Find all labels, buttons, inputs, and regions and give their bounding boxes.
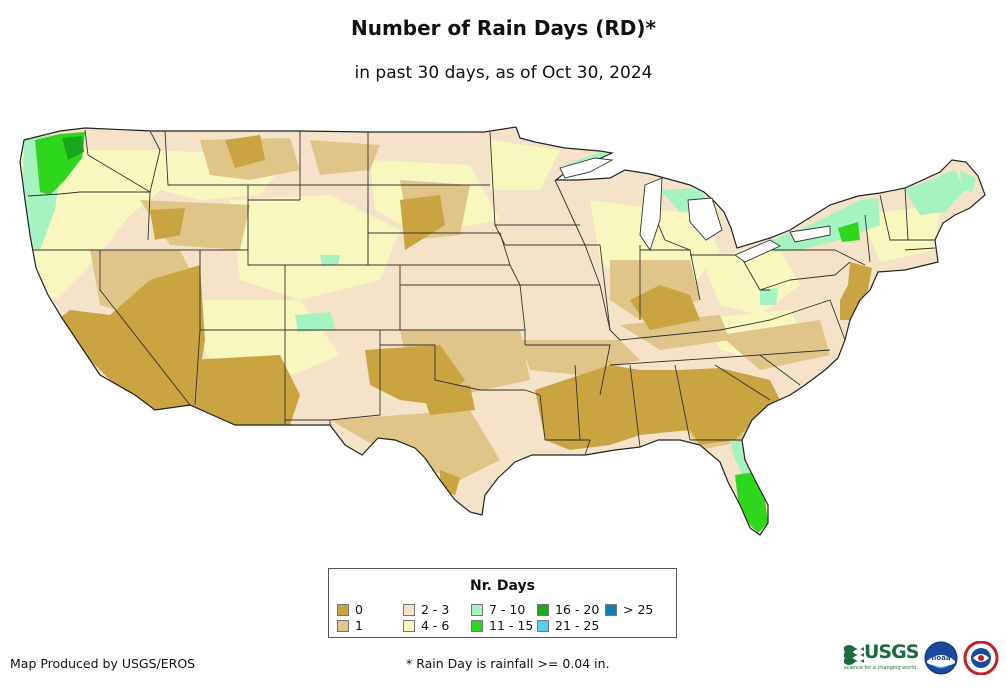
map-subtitle: in past 30 days, as of Oct 30, 2024 <box>354 63 653 83</box>
noaa-logo-icon: noaa <box>924 641 958 675</box>
legend-title: Nr. Days <box>470 578 535 594</box>
usgs-wordmark: USGS <box>864 641 919 663</box>
usgs-waves-icon <box>844 645 864 665</box>
legend-item-7: 21 - 25 <box>537 619 599 633</box>
legend-item-3: 4 - 6 <box>403 619 449 633</box>
nws-logo-icon <box>963 641 999 675</box>
legend-label: 21 - 25 <box>555 618 600 633</box>
legend-item-4: 7 - 10 <box>471 603 525 617</box>
noaa-wordmark: noaa <box>931 654 951 662</box>
map-title: Number of Rain Days (RD)* <box>350 16 656 40</box>
legend-swatch <box>537 604 549 616</box>
legend-swatch <box>471 604 483 616</box>
legend-label: 4 - 6 <box>421 618 450 633</box>
legend-item-5: 11 - 15 <box>471 619 533 633</box>
legend-label: 11 - 15 <box>489 618 534 633</box>
rain-day-footnote: * Rain Day is rainfall >= 0.04 in. <box>406 656 610 671</box>
legend-label: 0 <box>355 602 363 617</box>
legend-label: 16 - 20 <box>555 602 600 617</box>
legend-swatch <box>337 604 349 616</box>
usgs-logo: USGS science for a changing world <box>844 641 919 675</box>
legend-item-6: 16 - 20 <box>537 603 599 617</box>
map-credit: Map Produced by USGS/EROS <box>10 656 196 671</box>
usgs-tagline: science for a changing world <box>844 665 916 671</box>
legend-item-8: > 25 <box>605 603 653 617</box>
legend-label: > 25 <box>623 602 654 617</box>
legend-label: 2 - 3 <box>421 602 450 617</box>
legend-item-1: 1 <box>337 619 363 633</box>
us-rain-days-map <box>19 126 986 536</box>
legend-swatch <box>537 620 549 632</box>
great-lakes <box>559 157 831 263</box>
legend-swatch <box>403 604 415 616</box>
legend-swatch <box>403 620 415 632</box>
legend-label: 1 <box>355 618 363 633</box>
legend-item-2: 2 - 3 <box>403 603 449 617</box>
legend-swatch <box>337 620 349 632</box>
legend-label: 7 - 10 <box>489 602 526 617</box>
legend-item-0: 0 <box>337 603 363 617</box>
legend-swatch <box>605 604 617 616</box>
map-legend: Nr. Days 0 1 2 - 3 4 - 6 7 - 10 11 - 15 … <box>328 568 677 638</box>
legend-swatch <box>471 620 483 632</box>
